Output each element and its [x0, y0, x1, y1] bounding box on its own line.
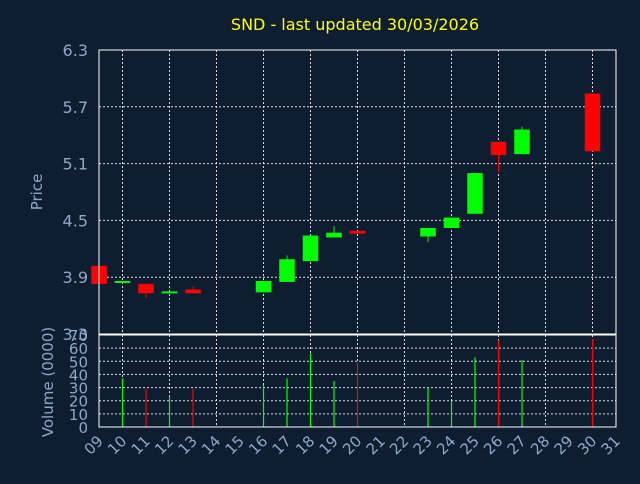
x-tick-label: 14 [198, 432, 224, 458]
x-tick-label: 17 [269, 432, 295, 458]
candle-body [326, 232, 342, 238]
candle-body [255, 280, 272, 293]
candle-body [514, 129, 530, 155]
candle-body [185, 289, 201, 294]
x-tick-label: 26 [480, 432, 506, 458]
candle-body [467, 173, 483, 214]
x-tick-label: 18 [292, 432, 318, 458]
candle-body [443, 217, 460, 228]
volume-tick-label: 70 [69, 327, 88, 345]
candle-body [161, 291, 178, 294]
price-tick-label: 3.9 [63, 268, 88, 287]
candle-body [302, 235, 319, 262]
x-tick-label: 30 [574, 432, 600, 458]
candle-body [349, 230, 366, 234]
x-tick-label: 20 [339, 432, 365, 458]
candle-body [138, 283, 154, 294]
frame-layer [98, 49, 617, 428]
volume-tick-label: 60 [69, 340, 88, 358]
volume-axis-label: Volume (0000) [39, 327, 57, 437]
x-tick-label: 28 [527, 432, 553, 458]
volume-tick-label: 20 [69, 393, 88, 411]
volume-panel-frame [98, 334, 617, 428]
price-tick-label: 5.7 [63, 98, 88, 117]
price-tick-label: 6.3 [63, 41, 88, 60]
volume-tick-label: 40 [69, 366, 88, 384]
price-tick-label: 5.1 [63, 155, 88, 174]
price-axis-label: Price [28, 174, 46, 211]
candle-body [584, 93, 601, 152]
volume-tick-label: 30 [69, 380, 88, 398]
x-tick-label: 27 [504, 432, 530, 458]
x-axis-label: Day [333, 459, 361, 475]
price-panel-frame [98, 49, 617, 335]
x-tick-label: 12 [151, 432, 177, 458]
x-tick-label: 23 [410, 432, 436, 458]
x-tick-label: 15 [222, 432, 248, 458]
x-tick-label: 22 [386, 432, 412, 458]
volume-tick-label: 50 [69, 353, 88, 371]
marks-layer [91, 93, 601, 427]
ticks-layer: 3.33.94.55.15.76.30102030405060700910111… [63, 41, 624, 458]
volume-tick-label: 10 [69, 406, 88, 424]
price-tick-label: 3.3 [63, 325, 88, 344]
x-tick-label: 13 [175, 432, 201, 458]
x-tick-label: 11 [128, 432, 154, 458]
x-tick-label: 10 [104, 432, 130, 458]
x-tick-label: 19 [316, 432, 342, 458]
candle-body [279, 259, 295, 282]
x-tick-label: 16 [245, 432, 271, 458]
price-tick-label: 4.5 [63, 211, 88, 230]
x-tick-label: 31 [598, 432, 624, 458]
candle-body [114, 280, 131, 283]
x-tick-label: 24 [433, 432, 459, 458]
candle-body [420, 227, 436, 237]
candle-body [490, 141, 507, 156]
x-tick-label: 25 [457, 432, 483, 458]
volume-tick-label: 0 [78, 419, 88, 437]
chart-title: SND - last updated 30/03/2026 [231, 15, 479, 34]
x-tick-label: 29 [551, 432, 577, 458]
x-tick-label: 21 [363, 432, 389, 458]
